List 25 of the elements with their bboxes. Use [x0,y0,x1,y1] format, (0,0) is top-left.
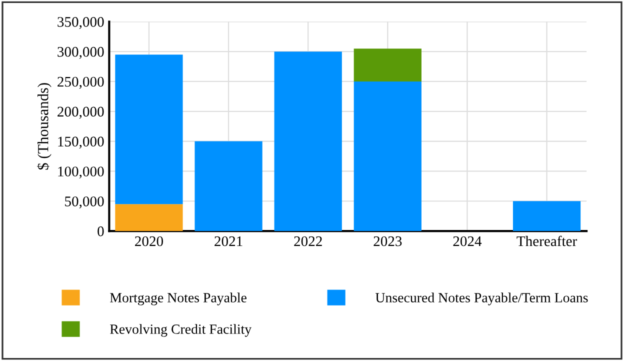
y-tick-label: 200,000 [58,106,104,119]
bar [115,54,183,204]
y-tick-label: 250,000 [58,76,104,89]
x-tick-label: Thereafter [516,236,578,246]
y-tick-label: 50,000 [65,196,104,208]
y-tick-label: 300,000 [58,46,104,59]
bar [512,201,581,232]
x-tick-label: 2023 [374,236,402,246]
bar [274,52,342,232]
bar [354,81,422,232]
y-tick-label: 0 [98,226,104,236]
y-axis-title: $ (Thousands) [37,83,52,170]
x-tick-label: 2020 [135,236,164,246]
y-tick-label: 350,000 [58,17,104,29]
legend-label: Mortgage Notes Payable [110,292,246,306]
y-tick-label: 100,000 [58,166,104,179]
bar [354,48,422,82]
bar [194,141,262,232]
x-tick-label: 2022 [294,236,322,246]
legend-label: Unsecured Notes Payable/Term Loans [376,292,588,306]
bar [115,204,183,232]
x-tick-label: 2024 [453,236,482,246]
x-tick-label: 2021 [214,236,242,246]
y-tick-label: 150,000 [58,136,104,149]
legend-label: Revolving Credit Facility [110,324,252,337]
